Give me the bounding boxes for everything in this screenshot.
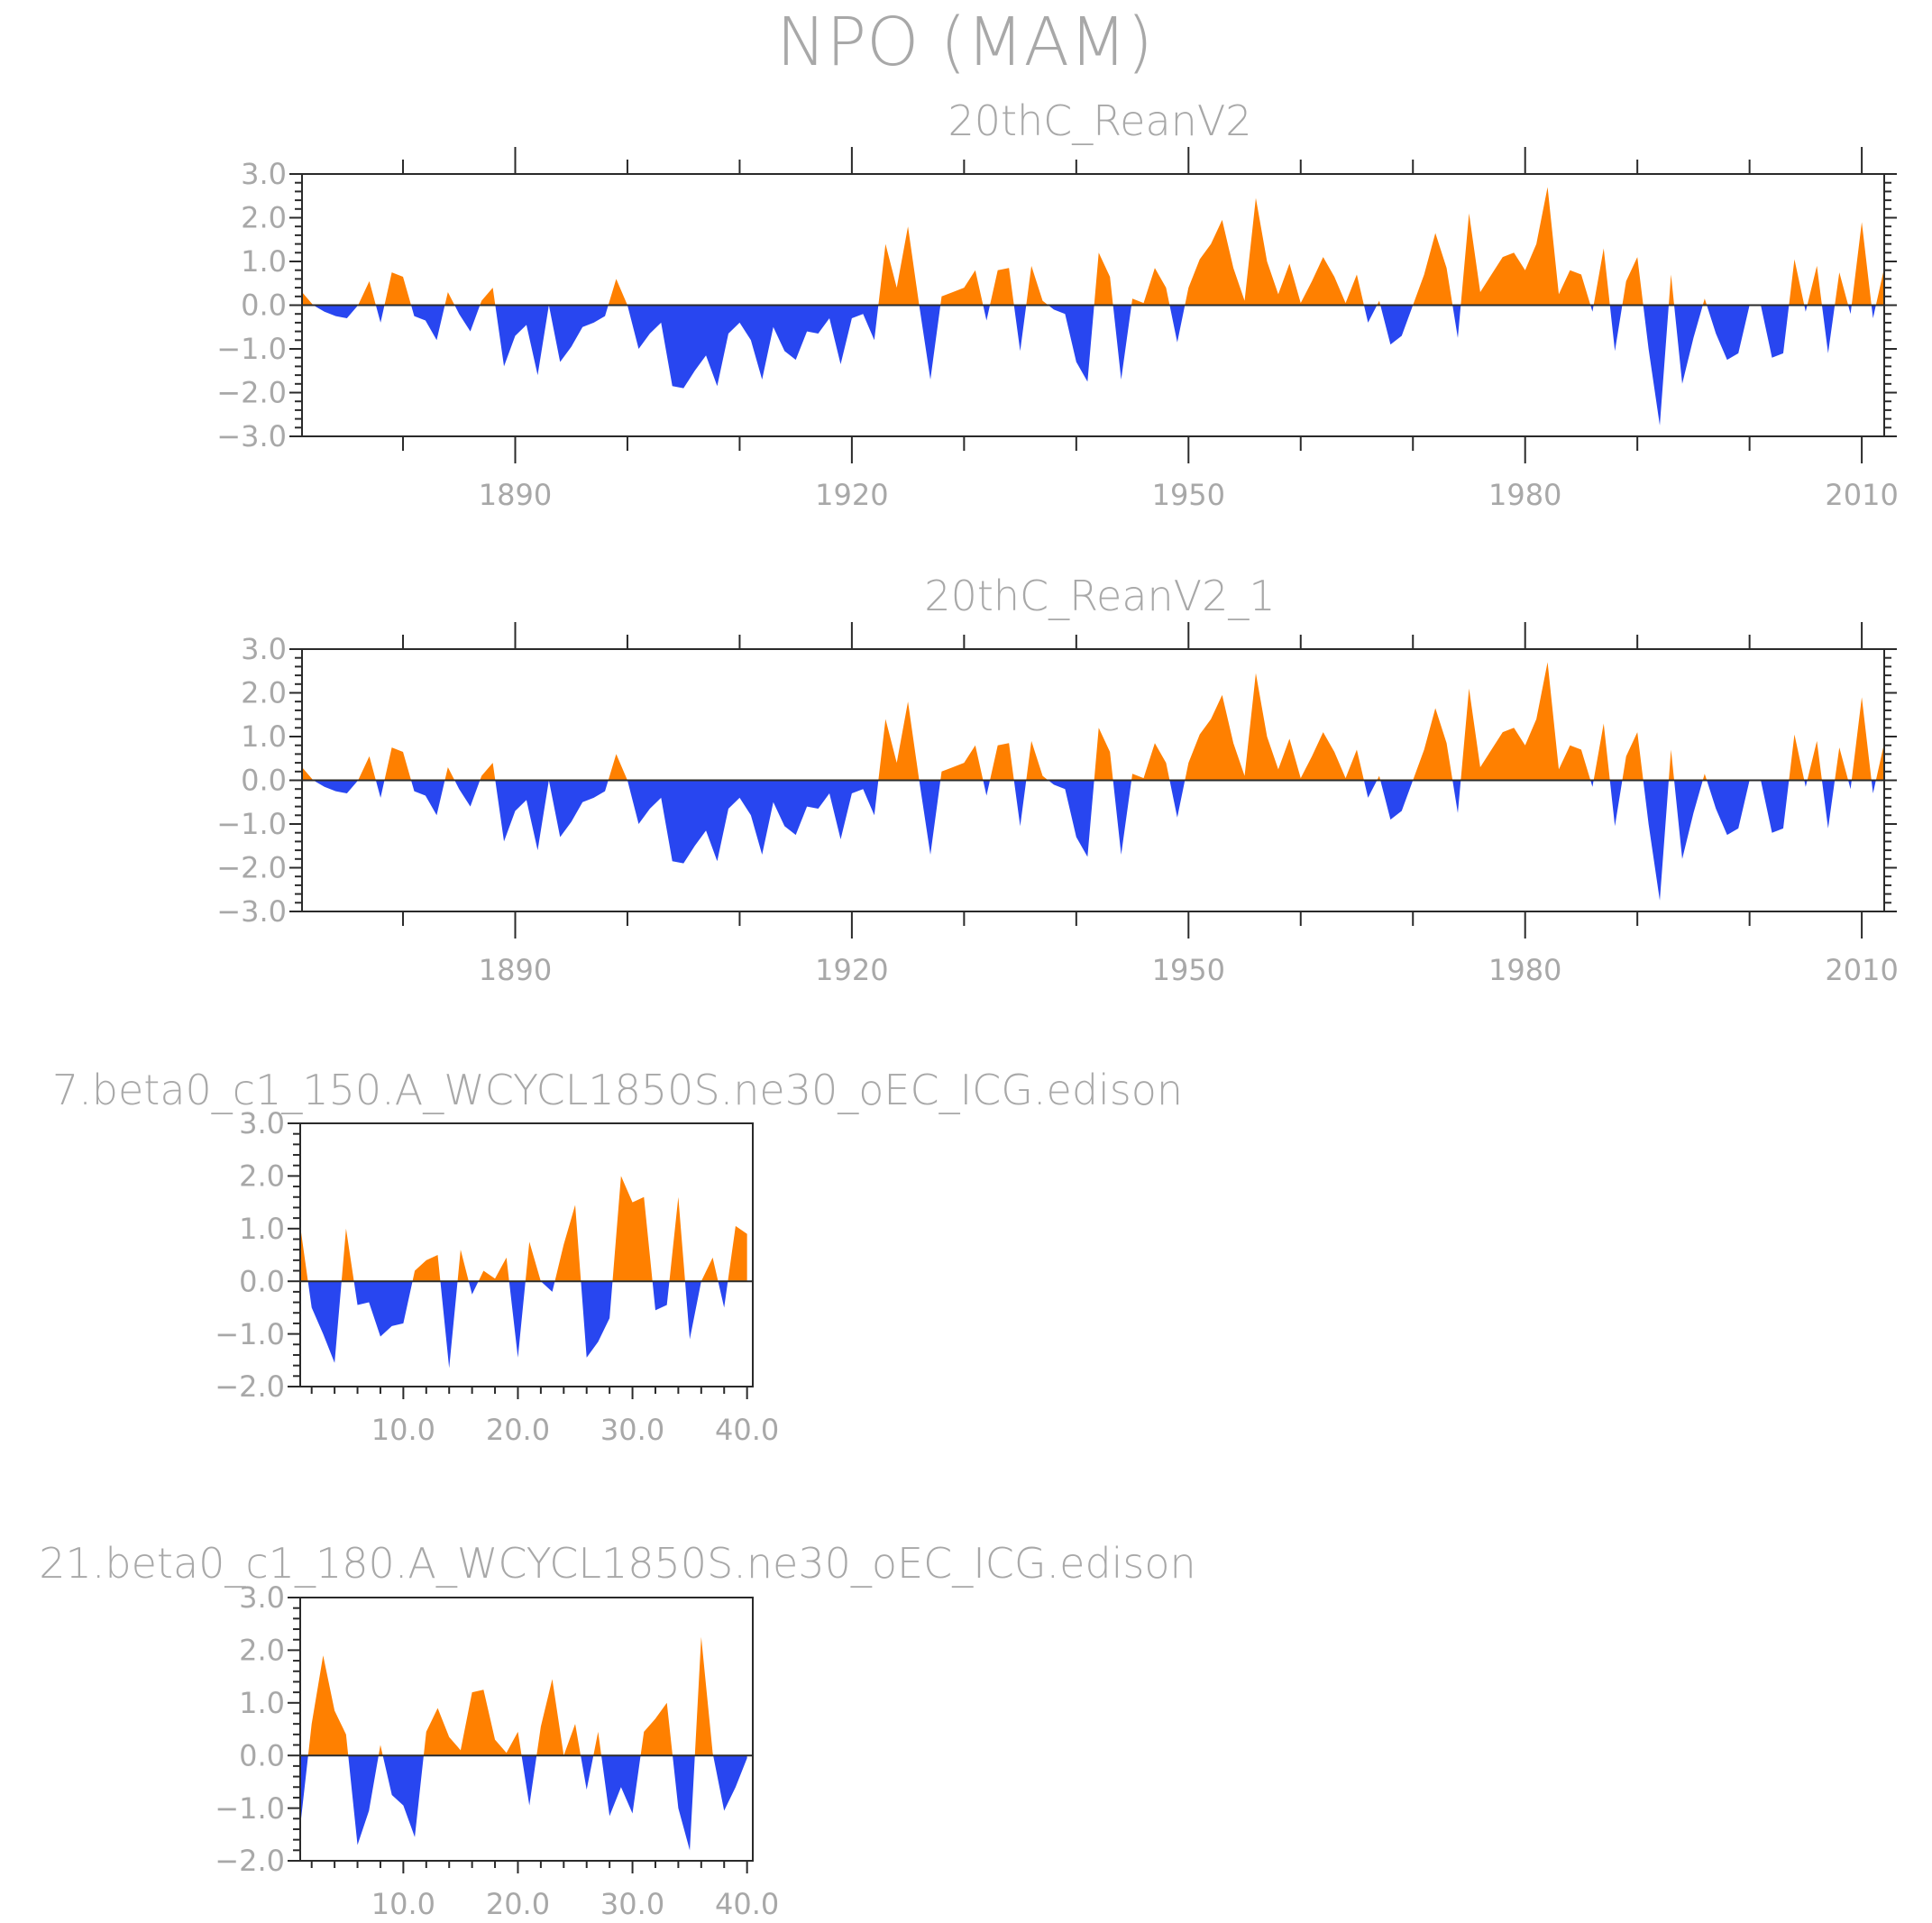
panel-1: 20thC_ReanV2 −3.0 −2.0 −1.0 0.0 1.0 2.0 3.0 189… — [216, 96, 1899, 512]
panel-2-ytick-label: 1.0 — [241, 719, 287, 754]
panel-3-title: 7.beta0_c1_150.A_WCYCL1850S.ne30_oEC_ICG… — [52, 1066, 1183, 1114]
panel-1-xtick-label: 1980 — [1488, 478, 1561, 512]
panel-4-ytick-label: −1.0 — [215, 1791, 285, 1826]
panel-1-ytick-label: −3.0 — [216, 419, 287, 453]
panel-2-xtick-label: 1890 — [479, 953, 552, 987]
panel-2-xtick-label: 1950 — [1152, 953, 1225, 987]
panel-2-ytick-label: 3.0 — [241, 632, 287, 666]
panel-1-xtick-label: 2010 — [1825, 478, 1898, 512]
panel-3-ytick-label: 2.0 — [239, 1159, 285, 1194]
panel-4-ytick-label: 2.0 — [239, 1634, 285, 1668]
panel-3-negative-area — [300, 1281, 747, 1369]
panel-4-ytick-label: 0.0 — [239, 1738, 285, 1772]
panel-3-ytick-label: −1.0 — [215, 1317, 285, 1351]
panel-2-ytick-label: −1.0 — [216, 807, 287, 841]
panel-1-ytick-label: 1.0 — [241, 244, 287, 279]
panel-1-xtick-label: 1890 — [479, 478, 552, 512]
panel-3-ytick-label: 3.0 — [239, 1106, 285, 1140]
panel-1-ytick-label: −1.0 — [216, 332, 287, 366]
panel-3-frame — [299, 1122, 754, 1387]
panel-4-title: 21.beta0_c1_180.A_WCYCL1850S.ne30_oEC_IC… — [39, 1539, 1195, 1588]
panel-3-xtick-label: 20.0 — [486, 1413, 550, 1447]
panel-1-ytick-label: 3.0 — [241, 157, 287, 191]
panel-2-title: 20thC_ReanV2_1 — [924, 572, 1275, 620]
panel-1-ytick-label: 0.0 — [241, 288, 287, 323]
panel-2-ytick-label: 0.0 — [241, 764, 287, 798]
panel-4-plot: −2.0 −1.0 0.0 1.0 2.0 3.0 10.0 20.0 30.0 40.0 — [215, 1580, 779, 1921]
panel-3-xtick-label: 10.0 — [371, 1413, 435, 1447]
panel-2-ytick-label: −2.0 — [216, 851, 287, 885]
panel-4-ytick-label: −2.0 — [215, 1844, 285, 1878]
panel-2-ytick-label: 2.0 — [241, 676, 287, 710]
panel-3-ytick-label: 1.0 — [239, 1212, 285, 1246]
panel-4-xtick-label: 20.0 — [486, 1887, 550, 1921]
panel-4-negative-area — [300, 1755, 747, 1851]
panel-1-ytick-label: 2.0 — [241, 201, 287, 235]
panel-1-xtick-label: 1950 — [1152, 478, 1225, 512]
panel-3-ytick-label: −2.0 — [215, 1369, 285, 1404]
panel-4-ytick-label: 3.0 — [239, 1580, 285, 1615]
panel-3-positive-area — [300, 1176, 747, 1282]
panel-4-xtick-label: 10.0 — [371, 1887, 435, 1921]
panel-2-plot: −3.0 −2.0 −1.0 0.0 1.0 2.0 3.0 1890 1920 1950 1980… — [216, 622, 1899, 987]
panel-1-positive-area — [302, 187, 1884, 306]
panel-3-plot: −2.0 −1.0 0.0 1.0 2.0 3.0 10.0 20.0 30.0 40.0 — [215, 1106, 779, 1447]
panel-3: 7.beta0_c1_150.A_WCYCL1850S.ne30_oEC_ICG… — [52, 1066, 1183, 1447]
panel-2: 20thC_ReanV2_1 −3.0 −2.0 −1.0 0.0 1.0 2.0 3.0 1… — [216, 572, 1899, 987]
panel-4-xtick-label: 30.0 — [600, 1887, 664, 1921]
panel-2-xtick-label: 2010 — [1825, 953, 1898, 987]
figure-title: NPO (MAM) — [776, 4, 1153, 81]
panel-1-negative-area — [302, 305, 1884, 426]
panel-4-ytick-label: 1.0 — [239, 1686, 285, 1720]
panel-4-frame — [299, 1597, 754, 1862]
panel-4: 21.beta0_c1_180.A_WCYCL1850S.ne30_oEC_IC… — [39, 1539, 1195, 1921]
panel-2-ytick-label: −3.0 — [216, 894, 287, 929]
panel-3-ytick-label: 0.0 — [239, 1264, 285, 1298]
panel-1-plot: −3.0 −2.0 −1.0 0.0 1.0 2.0 3.0 1890 1920 1950 1980… — [216, 147, 1899, 512]
panel-4-positive-area — [300, 1636, 747, 1756]
panel-3-xtick-label: 40.0 — [715, 1413, 779, 1447]
panel-2-negative-area — [302, 780, 1884, 901]
panel-1-xtick-label: 1920 — [815, 478, 888, 512]
panel-2-positive-area — [302, 662, 1884, 781]
panel-4-xtick-label: 40.0 — [715, 1887, 779, 1921]
panel-1-ytick-label: −2.0 — [216, 376, 287, 410]
panel-1-title: 20thC_ReanV2 — [948, 96, 1251, 145]
panel-2-xtick-label: 1980 — [1488, 953, 1561, 987]
panel-3-xtick-label: 30.0 — [600, 1413, 664, 1447]
panel-2-xtick-label: 1920 — [815, 953, 888, 987]
